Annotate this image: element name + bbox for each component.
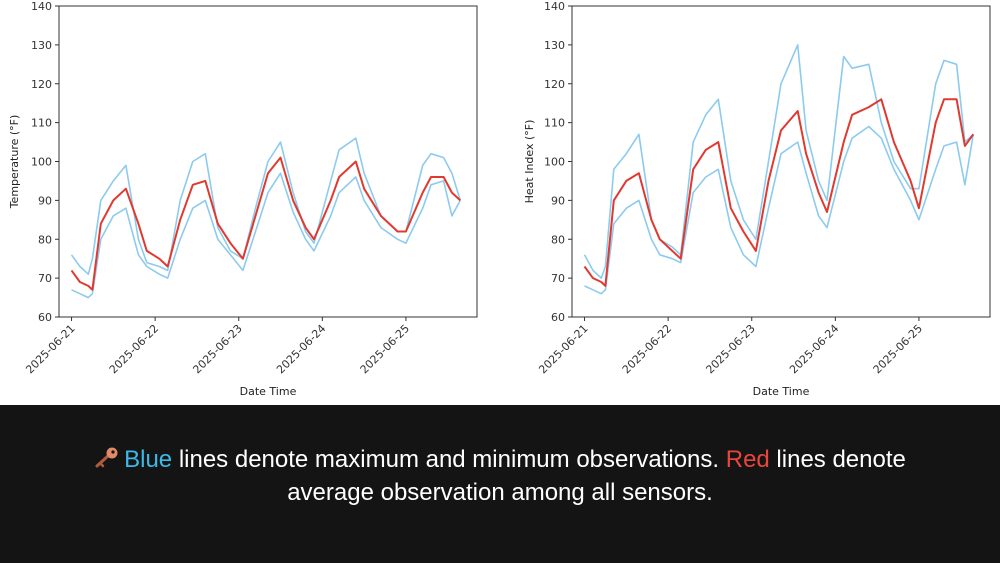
temperature-ytick-label: 110: [31, 117, 52, 130]
temperature-xtick-label: 2025-06-21: [23, 322, 77, 376]
heat-index-xtick-label: 2025-06-21: [536, 322, 590, 376]
temperature-ytick-label: 60: [38, 311, 52, 324]
temperature-ytick-label: 70: [38, 272, 52, 285]
temperature-xtick-label: 2025-06-23: [190, 322, 244, 376]
heat-index-ytick-label: 100: [544, 156, 565, 169]
heat-index-xtick-label: 2025-06-25: [871, 322, 925, 376]
heat-index-ytick-label: 60: [551, 311, 565, 324]
heat-index-x-axis-label: Date Time: [753, 385, 810, 398]
heat-index-chart: 60 70 80 90 100 110 120 130 140 2025-06-21 2025-06…: [523, 0, 991, 398]
heat-index-ytick-label: 80: [551, 233, 565, 246]
heat-index-xtick-label: 2025-06-23: [703, 322, 757, 376]
charts-area: 60 70 80 90 100 110 120 130 140 2025-06-21 2025-06…: [8, 0, 991, 398]
temperature-ytick-label: 120: [31, 78, 52, 91]
heat-index-ytick-label: 70: [551, 272, 565, 285]
temperature-chart: 60 70 80 90 100 110 120 130 140 2025-06-21 2025-06…: [8, 0, 478, 398]
temperature-ytick-label: 90: [38, 194, 52, 207]
temperature-xtick-label: 2025-06-24: [274, 322, 328, 376]
temperature-series-avg-line: [70, 156, 461, 291]
key-icon: [95, 447, 118, 468]
temperature-xtick-label: 2025-06-25: [358, 322, 412, 376]
heat-index-ytick-label: 120: [544, 78, 565, 91]
temperature-x-axis-label: Date Time: [240, 385, 297, 398]
temperature-ytick-label: 140: [31, 0, 52, 13]
heat-index-y-axis-label: Heat Index (°F): [523, 120, 536, 204]
temperature-ytick-label: 80: [38, 233, 52, 246]
temperature-ytick-label: 100: [31, 156, 52, 169]
temperature-y-axis-label: Temperature (°F): [8, 115, 21, 210]
caption-text-part-1: lines denote maximum and minimum observa…: [172, 446, 726, 473]
caption-band: Blue lines denote maximum and minimum ob…: [0, 405, 1000, 563]
caption-text: Blue lines denote maximum and minimum ob…: [60, 443, 940, 509]
temperature-series-max-line: [70, 137, 462, 276]
charts-svg: 60 70 80 90 100 110 120 130 140 2025-06-21 2025-06…: [8, 0, 991, 398]
heat-index-xtick-label: 2025-06-22: [620, 322, 674, 376]
heat-index-ytick-label: 90: [551, 194, 565, 207]
temperature-xtick-label: 2025-06-22: [107, 322, 161, 376]
caption-red-word: Red: [725, 446, 770, 473]
caption-text-part-2: lines denote average observation among a…: [287, 446, 906, 506]
heat-index-ytick-label: 110: [544, 117, 565, 130]
heat-index-series-min-line: [584, 125, 975, 295]
heat-index-series-avg-line: [583, 98, 975, 287]
heat-index-xtick-label: 2025-06-24: [787, 322, 841, 376]
heat-index-ytick-label: 130: [544, 39, 565, 52]
temperature-ytick-label: 130: [31, 39, 52, 52]
caption-blue-word: Blue: [124, 446, 173, 473]
temperature-series-min-line: [71, 172, 462, 299]
heat-index-ytick-label: 140: [544, 0, 565, 13]
